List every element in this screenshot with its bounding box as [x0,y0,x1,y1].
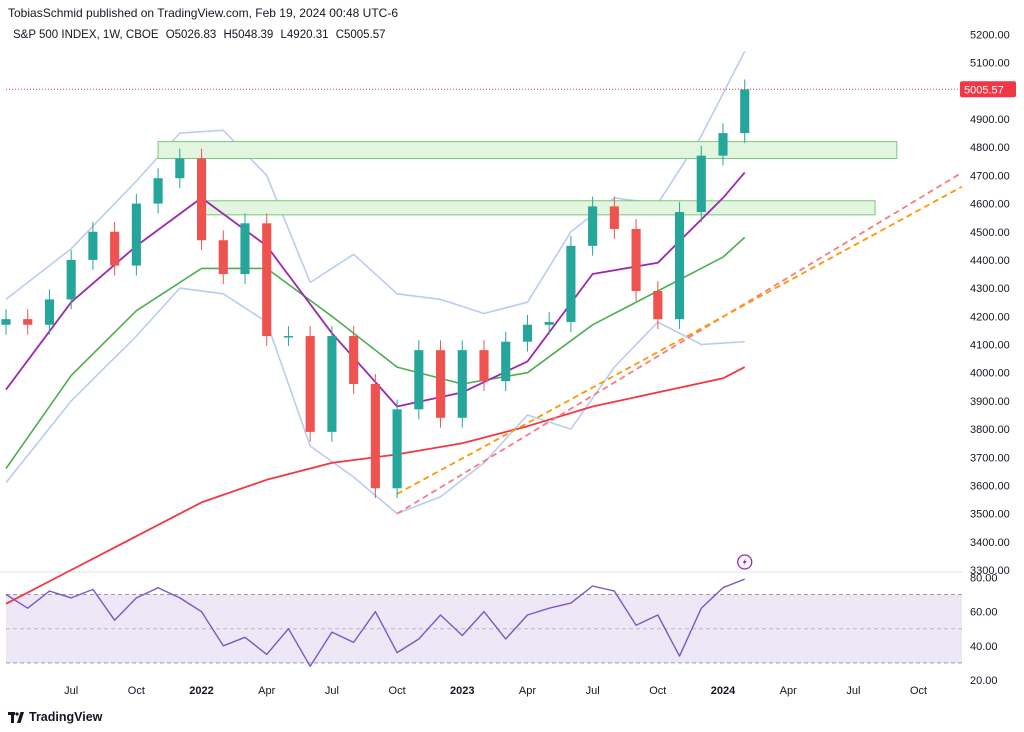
candle-body [131,203,141,266]
candle-body [588,206,598,246]
price-tick-label: 5200.00 [970,29,1010,41]
candle-body [110,231,120,266]
price-tick-label: 3900.00 [970,396,1010,408]
time-tick-label: Oct [910,685,927,697]
candle-body [66,259,76,300]
candle-body [349,336,359,384]
candle-body [653,290,663,320]
price-tick-label: 4400.00 [970,255,1010,267]
candle-body [609,206,619,229]
time-tick-label: 2023 [450,685,474,697]
candle-body [153,178,163,204]
candle-body [718,133,728,156]
candle-body [522,324,533,342]
ohlc-open: O5026.83 [165,29,217,41]
candle-body [88,231,98,260]
rsi-tick-label: 20.00 [970,675,998,687]
price-tick-label: 4700.00 [970,170,1010,182]
earnings-flash-icon [737,554,753,570]
resistance-zone-2 [201,200,876,216]
time-tick-label: Oct [649,685,666,697]
time-tick-label: Jul [586,685,600,697]
symbol-name[interactable]: S&P 500 INDEX, 1W, CBOE [13,29,159,41]
price-tick-label: 3700.00 [970,452,1010,464]
candle-body [544,321,554,325]
time-tick-label: Oct [389,685,406,697]
publisher-line: TobiasSchmid published on TradingView.co… [8,6,399,20]
time-tick-label: Jul [325,685,339,697]
time-tick-label: Apr [258,685,275,697]
price-tick-label: 3800.00 [970,424,1010,436]
candle-body [23,319,33,325]
price-tick-label: 4000.00 [970,368,1010,380]
last-price-label: 5005.57 [964,84,1004,96]
candle-body [674,212,685,320]
candle-body [240,223,250,275]
price-tick-label: 3500.00 [970,509,1010,521]
candle-body [218,240,228,275]
time-tick-label: 2022 [189,685,213,697]
candle-body [1,319,11,325]
ohlc-high: H5048.39 [223,29,274,41]
candle-body [392,409,402,489]
price-tick-label: 4100.00 [970,340,1010,352]
time-tick-label: 2024 [711,685,736,697]
resistance-zone-1 [157,141,898,159]
rsi-line [5,578,745,667]
last-price-badge [960,81,1016,98]
price-tick-label: 4600.00 [970,199,1010,211]
candle-body [501,341,511,382]
candle-body [435,350,446,418]
rsi-tick-label: 80.00 [970,572,998,584]
candle-body [44,299,55,325]
candle-body [414,350,424,410]
ohlc-close: C5005.57 [335,29,386,41]
candle-body [696,155,706,213]
price-tick-label: 4800.00 [970,142,1010,154]
price-chart[interactable]: 5005.57 5200.00 5100.00 4900.00 4800.00 4700.… [0,0,1024,700]
trendline-orange [396,185,963,495]
rsi-tick-label: 60.00 [970,607,998,619]
candle-body [740,89,750,134]
price-tick-label: 4500.00 [970,227,1010,239]
candle-body [196,158,207,241]
price-tick-label: 4200.00 [970,311,1010,323]
time-tick-label: Apr [519,685,536,697]
tradingview-brand[interactable]: TradingView [8,710,102,724]
candle-body [327,336,337,432]
time-tick-label: Oct [128,685,145,697]
time-tick-label: Jul [64,685,78,697]
time-tick-label: Jul [846,685,860,697]
candle-body [566,245,576,322]
candle-body [283,336,294,338]
ohlc-low: L4920.31 [280,29,329,41]
candle-body [305,336,315,432]
candle-body [457,350,467,418]
rsi-tick-label: 40.00 [970,641,998,653]
price-tick-label: 3400.00 [970,537,1010,549]
price-tick-label: 4300.00 [970,283,1010,295]
brand-name: TradingView [29,710,103,724]
tradingview-logo-icon [8,711,24,723]
symbol-ohlc: S&P 500 INDEX, 1W, CBOE O5026.83 H5048.3… [13,29,390,41]
price-tick-label: 4900.00 [970,114,1010,126]
price-tick-label: 3300.00 [970,565,1010,577]
price-tick-label: 3600.00 [970,480,1010,492]
time-tick-label: Apr [780,685,797,697]
candle-body [370,383,380,489]
candle-body [262,223,272,337]
candle-body [631,228,641,291]
price-tick-label: 5100.00 [970,58,1010,70]
candle-body [479,350,489,382]
flash-bolt [742,558,747,566]
candle-body [175,158,185,179]
